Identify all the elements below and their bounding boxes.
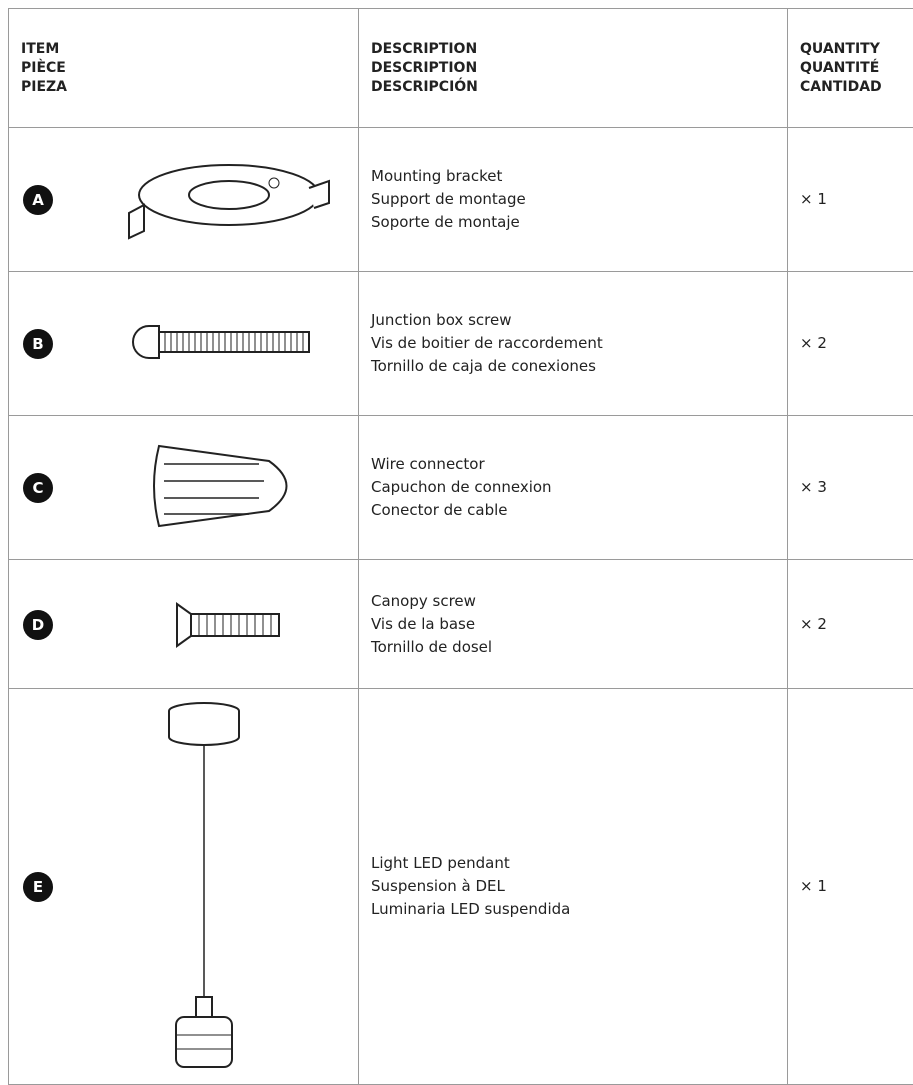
description-text: Light LED pendant — [371, 854, 510, 872]
quantity-text: × 3 — [800, 478, 827, 496]
item-letter: E — [23, 872, 53, 902]
item-cell: B — [9, 272, 359, 416]
description-text: Vis de boitier de raccordement — [371, 334, 603, 352]
description-text: Canopy screw — [371, 591, 476, 610]
description-cell: Light LED pendant Suspension à DEL Luminar… — [359, 689, 788, 1085]
description-text: Suspension à DEL — [371, 877, 505, 895]
quantity-text: × 2 — [800, 614, 827, 633]
description-cell: Canopy screw Vis de la base Tornillo de do… — [359, 560, 788, 689]
quantity-cell: × 3 — [788, 416, 913, 560]
item-cell: E — [9, 689, 359, 1085]
description-text: Tornillo de dosel — [371, 637, 493, 656]
description-text: Conector de cable — [371, 501, 508, 519]
description-text: Mounting bracket — [371, 167, 503, 185]
item-letter: C — [23, 473, 53, 503]
header-text: PIÈCE — [21, 59, 66, 76]
header-text: DESCRIPTION — [371, 59, 478, 76]
item-letter: D — [23, 609, 53, 640]
item-cell: A — [9, 128, 359, 272]
description-cell: Wire connector Capuchon de connexion Conec… — [359, 416, 788, 560]
quantity-cell: × 2 — [788, 272, 913, 416]
parts-table: ITEM PIÈCE PIEZA DESCRIPTION DESCRIPTION DESC… — [8, 8, 913, 1085]
header-cell: ITEM PIÈCE PIEZA — [9, 9, 359, 128]
quantity-text: × 2 — [800, 334, 827, 352]
header-text: DESCRIPCIÓN — [371, 78, 478, 95]
description-text: Vis de la base — [371, 614, 476, 633]
description-text: Tornillo de caja de conexiones — [371, 357, 596, 375]
item-letter: B — [23, 329, 53, 359]
header-text: ITEM — [21, 40, 60, 57]
header-text: QUANTITY — [800, 40, 880, 57]
header-text: PIEZA — [21, 78, 68, 95]
part-illustration — [128, 164, 330, 240]
description-cell: Mounting bracket Support de montage Soport… — [359, 128, 788, 272]
header-text: QUANTITÉ — [800, 59, 880, 76]
description-text: Support de montage — [371, 190, 526, 208]
description-cell: Junction box screw Vis de boitier de racc… — [359, 272, 788, 416]
part-illustration — [168, 702, 240, 1068]
quantity-text: × 1 — [800, 877, 827, 895]
header-cell: QUANTITY QUANTITÉ CANTIDAD — [788, 9, 913, 128]
part-illustration — [132, 325, 310, 359]
header-cell: DESCRIPTION DESCRIPTION DESCRIPCIÓN — [359, 9, 788, 128]
quantity-cell: × 1 — [788, 128, 913, 272]
description-text: Soporte de montaje — [371, 213, 520, 231]
description-text: Capuchon de connexion — [371, 478, 552, 496]
header-text: DESCRIPTION — [371, 40, 478, 57]
quantity-text: × 1 — [800, 190, 827, 208]
header-text: CANTIDAD — [800, 78, 882, 95]
part-illustration — [153, 444, 288, 528]
quantity-cell: × 1 — [788, 689, 913, 1085]
item-cell: D — [9, 560, 359, 689]
item-cell: C — [9, 416, 359, 560]
quantity-cell: × 2 — [788, 560, 913, 689]
description-text: Junction box screw — [371, 311, 512, 329]
description-text: Luminaria LED suspendida — [371, 900, 571, 918]
description-text: Wire connector — [371, 455, 485, 473]
part-illustration — [176, 602, 280, 648]
item-letter: A — [23, 185, 53, 215]
